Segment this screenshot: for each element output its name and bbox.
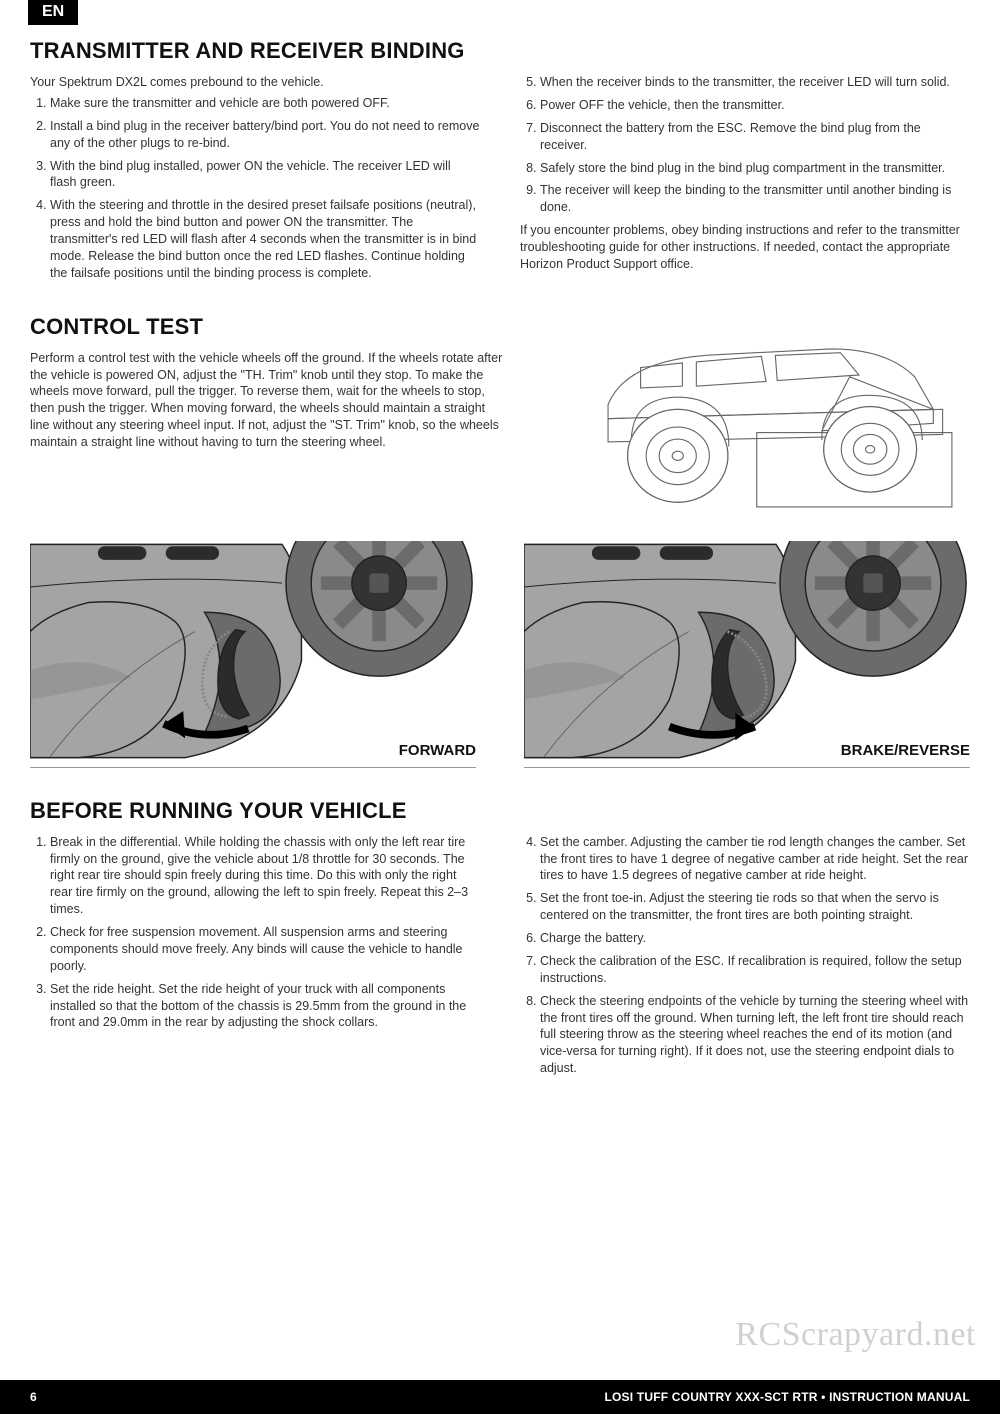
control-test-text-col: CONTROL TEST Perform a control test with… [30,314,503,519]
footer-page-number: 6 [30,1390,37,1404]
footer-title: LOSI TUFF COUNTRY XXX-SCT RTR • INSTRUCT… [604,1390,970,1404]
before-right-steps: Set the camber. Adjusting the camber tie… [520,834,970,1077]
step-item: The receiver will keep the binding to th… [540,182,970,216]
step-item: Charge the battery. [540,930,970,947]
binding-note: If you encounter problems, obey binding … [520,222,970,273]
before-columns: Break in the differential. While holding… [30,834,970,1083]
step-item: With the steering and throttle in the de… [50,197,480,281]
transmitter-reverse-label: BRAKE/REVERSE [841,742,970,759]
binding-left-col: Your Spektrum DX2L comes prebound to the… [30,74,480,288]
step-item: Check the steering endpoints of the vehi… [540,993,970,1077]
step-item: Make sure the transmitter and vehicle ar… [50,95,480,112]
step-item: Safely store the bind plug in the bind p… [540,160,970,177]
step-item: With the bind plug installed, power ON t… [50,158,480,192]
control-test-figure-col [543,314,971,519]
step-item: Break in the differential. While holding… [50,834,480,918]
watermark-text: RCScrapyard.net [735,1316,976,1354]
transmitter-forward-cell: FORWARD [30,541,476,768]
before-right-col: Set the camber. Adjusting the camber tie… [520,834,970,1083]
truck-on-box-figure [543,314,971,514]
control-test-text: Perform a control test with the vehicle … [30,350,503,451]
before-left-col: Break in the differential. While holding… [30,834,480,1083]
transmitter-forward-figure [30,541,476,761]
transmitter-reverse-cell: BRAKE/REVERSE [524,541,970,768]
before-left-steps: Break in the differential. While holding… [30,834,480,1032]
language-tab: EN [28,0,78,25]
transmitter-figures-row: FORWARD BRAKE/REVERSE [30,541,970,768]
transmitter-forward-label: FORWARD [399,742,476,759]
step-item: Disconnect the battery from the ESC. Rem… [540,120,970,154]
section-control-title: CONTROL TEST [30,314,503,340]
section-binding-title: TRANSMITTER AND RECEIVER BINDING [30,38,970,64]
transmitter-reverse-figure [524,541,970,761]
step-item: Set the front toe-in. Adjust the steerin… [540,890,970,924]
step-item: When the receiver binds to the transmitt… [540,74,970,91]
binding-right-col: When the receiver binds to the transmitt… [520,74,970,288]
control-test-row: CONTROL TEST Perform a control test with… [30,314,970,519]
step-item: Set the ride height. Set the ride height… [50,981,480,1032]
step-item: Check for free suspension movement. All … [50,924,480,975]
section-before-title: BEFORE RUNNING YOUR VEHICLE [30,798,970,824]
page-content: TRANSMITTER AND RECEIVER BINDING Your Sp… [0,0,1000,1083]
binding-left-steps: Make sure the transmitter and vehicle ar… [30,95,480,282]
step-item: Install a bind plug in the receiver batt… [50,118,480,152]
page-footer: 6 LOSI TUFF COUNTRY XXX-SCT RTR • INSTRU… [0,1380,1000,1414]
binding-columns: Your Spektrum DX2L comes prebound to the… [30,74,970,288]
binding-right-steps: When the receiver binds to the transmitt… [520,74,970,216]
step-item: Check the calibration of the ESC. If rec… [540,953,970,987]
step-item: Set the camber. Adjusting the camber tie… [540,834,970,885]
before-running-section: BEFORE RUNNING YOUR VEHICLE Break in the… [30,798,970,1083]
step-item: Power OFF the vehicle, then the transmit… [540,97,970,114]
binding-intro: Your Spektrum DX2L comes prebound to the… [30,74,480,91]
